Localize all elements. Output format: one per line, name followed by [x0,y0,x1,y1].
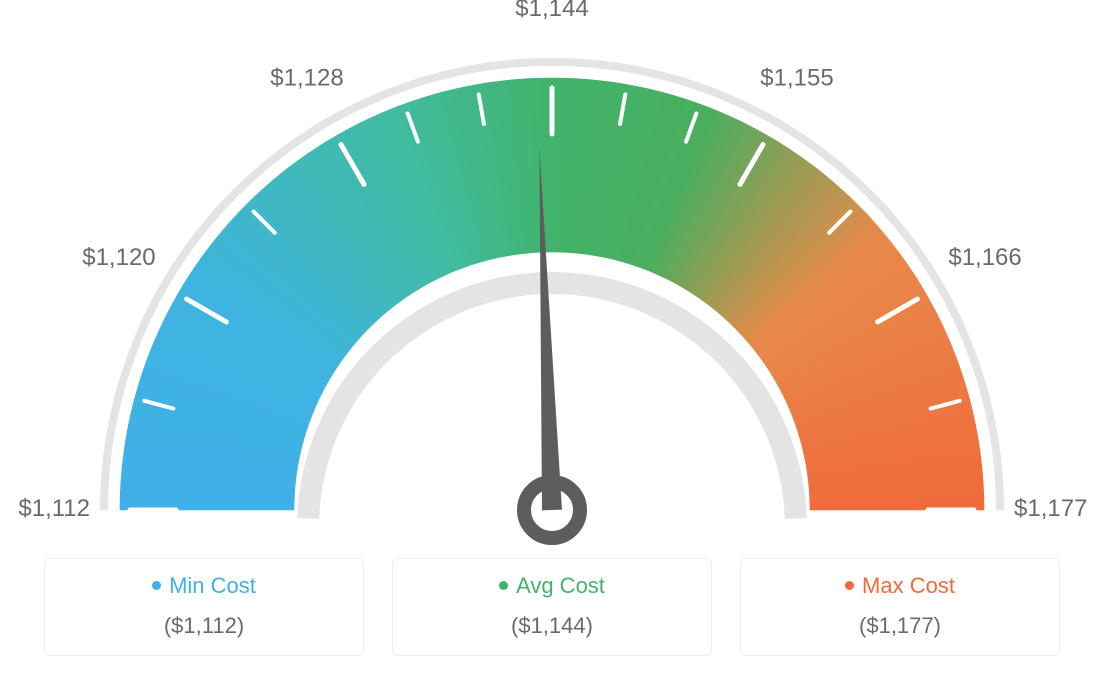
legend-row: Min Cost ($1,112) Avg Cost ($1,144) Max … [0,546,1104,656]
dot-icon [152,581,161,590]
legend-value-avg: ($1,144) [393,613,711,639]
legend-label-text: Min Cost [169,573,256,598]
dot-icon [499,581,508,590]
legend-card-avg: Avg Cost ($1,144) [392,558,712,656]
legend-label-avg: Avg Cost [393,573,711,599]
legend-value-min: ($1,112) [45,613,363,639]
svg-text:$1,155: $1,155 [760,65,833,92]
svg-text:$1,112: $1,112 [18,495,90,522]
svg-text:$1,120: $1,120 [82,244,155,271]
cost-gauge-chart: $1,112 $1,120 $1,128 $1,144 $1,155 $1,166 $1,1… [0,0,1104,546]
legend-label-text: Avg Cost [516,573,605,598]
legend-card-min: Min Cost ($1,112) [44,558,364,656]
legend-value-max: ($1,177) [741,613,1059,639]
legend-label-min: Min Cost [45,573,363,599]
legend-label-text: Max Cost [862,573,955,598]
svg-text:$1,177: $1,177 [1014,495,1087,522]
svg-text:$1,128: $1,128 [270,65,343,92]
svg-text:$1,166: $1,166 [948,244,1021,271]
legend-card-max: Max Cost ($1,177) [740,558,1060,656]
dot-icon [845,581,854,590]
svg-text:$1,144: $1,144 [515,0,588,22]
legend-label-max: Max Cost [741,573,1059,599]
